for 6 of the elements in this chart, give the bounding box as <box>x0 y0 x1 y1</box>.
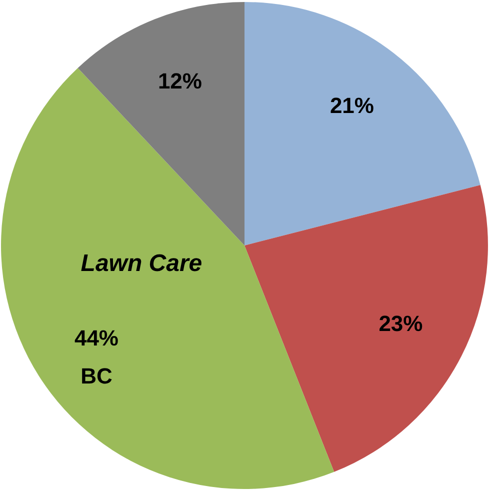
data-label: 23% <box>378 311 423 336</box>
data-label: 44% <box>74 326 118 351</box>
data-label: 21% <box>330 93 374 118</box>
data-label: 12% <box>158 68 202 94</box>
text: BC <box>80 364 112 389</box>
slice-label: Lawn Care <box>80 250 202 278</box>
